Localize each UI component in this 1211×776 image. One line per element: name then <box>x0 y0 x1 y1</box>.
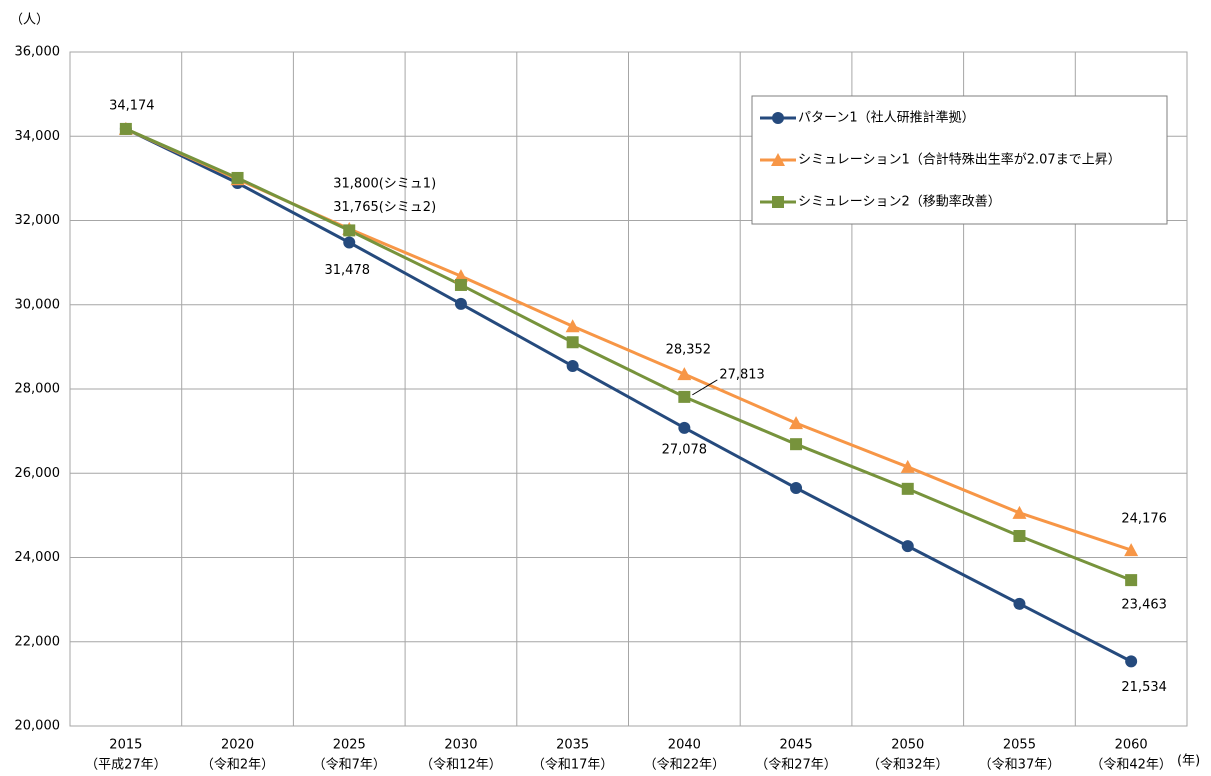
x-tick-sublabel: （令和12年） <box>420 758 502 773</box>
marker <box>1012 505 1027 519</box>
x-tick-label: 2015 <box>109 738 142 753</box>
legend-label: シミュレーション1（合計特殊出生率が2.07まで上昇） <box>798 152 1121 168</box>
x-tick-label: 2035 <box>556 738 589 753</box>
marker <box>453 269 468 283</box>
x-tick-sublabel: （令和42年） <box>1090 758 1172 773</box>
x-tick-label: 2060 <box>1115 738 1148 753</box>
leader-line <box>692 379 718 396</box>
data-label: 21,534 <box>1121 680 1167 695</box>
marker <box>566 336 579 349</box>
y-tick-label: 24,000 <box>15 550 61 565</box>
x-axis-label: (年) <box>1177 754 1200 769</box>
marker <box>566 360 579 373</box>
marker <box>678 421 691 434</box>
marker <box>119 122 132 135</box>
x-tick-sublabel: （令和22年） <box>644 758 726 773</box>
series-line <box>125 127 1132 663</box>
x-tick-sublabel: （令和7年） <box>313 758 386 773</box>
marker <box>901 540 914 553</box>
marker <box>343 236 356 249</box>
x-tick-label: 2055 <box>1003 738 1036 753</box>
marker <box>454 297 467 310</box>
marker <box>343 224 356 237</box>
marker <box>772 196 784 208</box>
x-tick-label: 2020 <box>221 738 254 753</box>
data-label: 31,765(シミュ2) <box>333 200 436 215</box>
marker <box>1013 597 1026 610</box>
marker <box>789 416 804 430</box>
marker <box>1124 543 1139 557</box>
marker <box>678 390 691 403</box>
x-tick-sublabel: （令和17年） <box>532 758 614 773</box>
marker <box>900 459 915 473</box>
x-tick-label: 2050 <box>891 738 924 753</box>
x-tick-label: 2040 <box>668 738 701 753</box>
data-label: 27,078 <box>662 442 708 457</box>
marker <box>677 367 692 381</box>
x-tick-label: 2045 <box>780 738 813 753</box>
x-tick-sublabel: （平成27年） <box>85 758 167 773</box>
legend: パターン1（社人研推計準拠） シミュレーション1（合計特殊出生率が2.07まで上昇… <box>751 95 1168 225</box>
legend-label: シミュレーション2（移動率改善） <box>798 194 1001 210</box>
data-label: 23,463 <box>1121 598 1167 613</box>
marker <box>901 482 914 495</box>
legend-box <box>751 95 1168 225</box>
marker <box>1125 574 1138 587</box>
data-label: 24,176 <box>1121 512 1167 527</box>
marker <box>790 481 803 494</box>
data-label: 31,478 <box>325 263 371 278</box>
y-tick-label: 34,000 <box>15 129 61 144</box>
y-tick-label: 22,000 <box>15 634 61 649</box>
marker <box>565 319 580 333</box>
y-tick-label: 28,000 <box>15 382 61 397</box>
x-tick-sublabel: （令和2年） <box>201 758 274 773</box>
data-label: 27,813 <box>719 367 765 382</box>
data-label: 34,174 <box>109 98 155 113</box>
plot-border <box>69 51 1188 727</box>
legend-label: パターン1（社人研推計準拠） <box>798 110 975 126</box>
x-tick-sublabel: （令和37年） <box>979 758 1061 773</box>
data-label: 31,800(シミュ1) <box>333 176 436 191</box>
marker <box>772 112 784 124</box>
y-tick-label: 26,000 <box>15 466 61 481</box>
x-tick-label: 2025 <box>333 738 366 753</box>
y-tick-label: 36,000 <box>15 45 61 60</box>
y-tick-label: 32,000 <box>15 213 61 228</box>
marker <box>790 438 803 451</box>
y-tick-label: 30,000 <box>15 297 61 312</box>
marker <box>1013 530 1026 543</box>
marker <box>1125 655 1138 668</box>
series-line <box>125 127 1132 582</box>
marker <box>454 278 467 291</box>
marker <box>231 171 244 184</box>
marker <box>771 153 785 166</box>
data-label: 28,352 <box>666 343 712 358</box>
x-tick-sublabel: （令和32年） <box>867 758 949 773</box>
y-axis-label: （人） <box>10 13 49 28</box>
x-tick-sublabel: （令和27年） <box>755 758 837 773</box>
y-tick-label: 20,000 <box>15 719 61 734</box>
x-tick-label: 2030 <box>444 738 477 753</box>
